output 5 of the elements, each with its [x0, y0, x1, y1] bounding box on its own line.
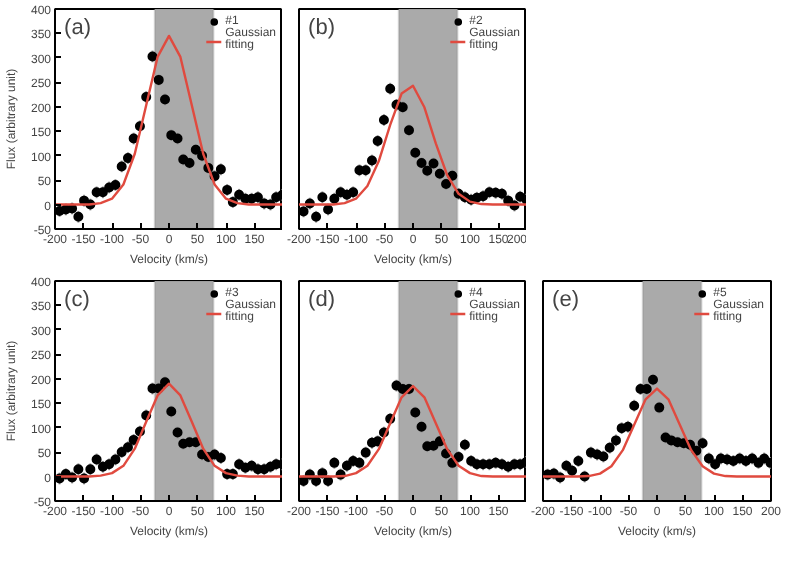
annotation: (d) [308, 287, 336, 312]
annotation: (a) [64, 15, 92, 40]
annotation: (b) [308, 15, 336, 40]
annotation: (c) [64, 287, 90, 312]
annotation: (e) [552, 287, 580, 312]
